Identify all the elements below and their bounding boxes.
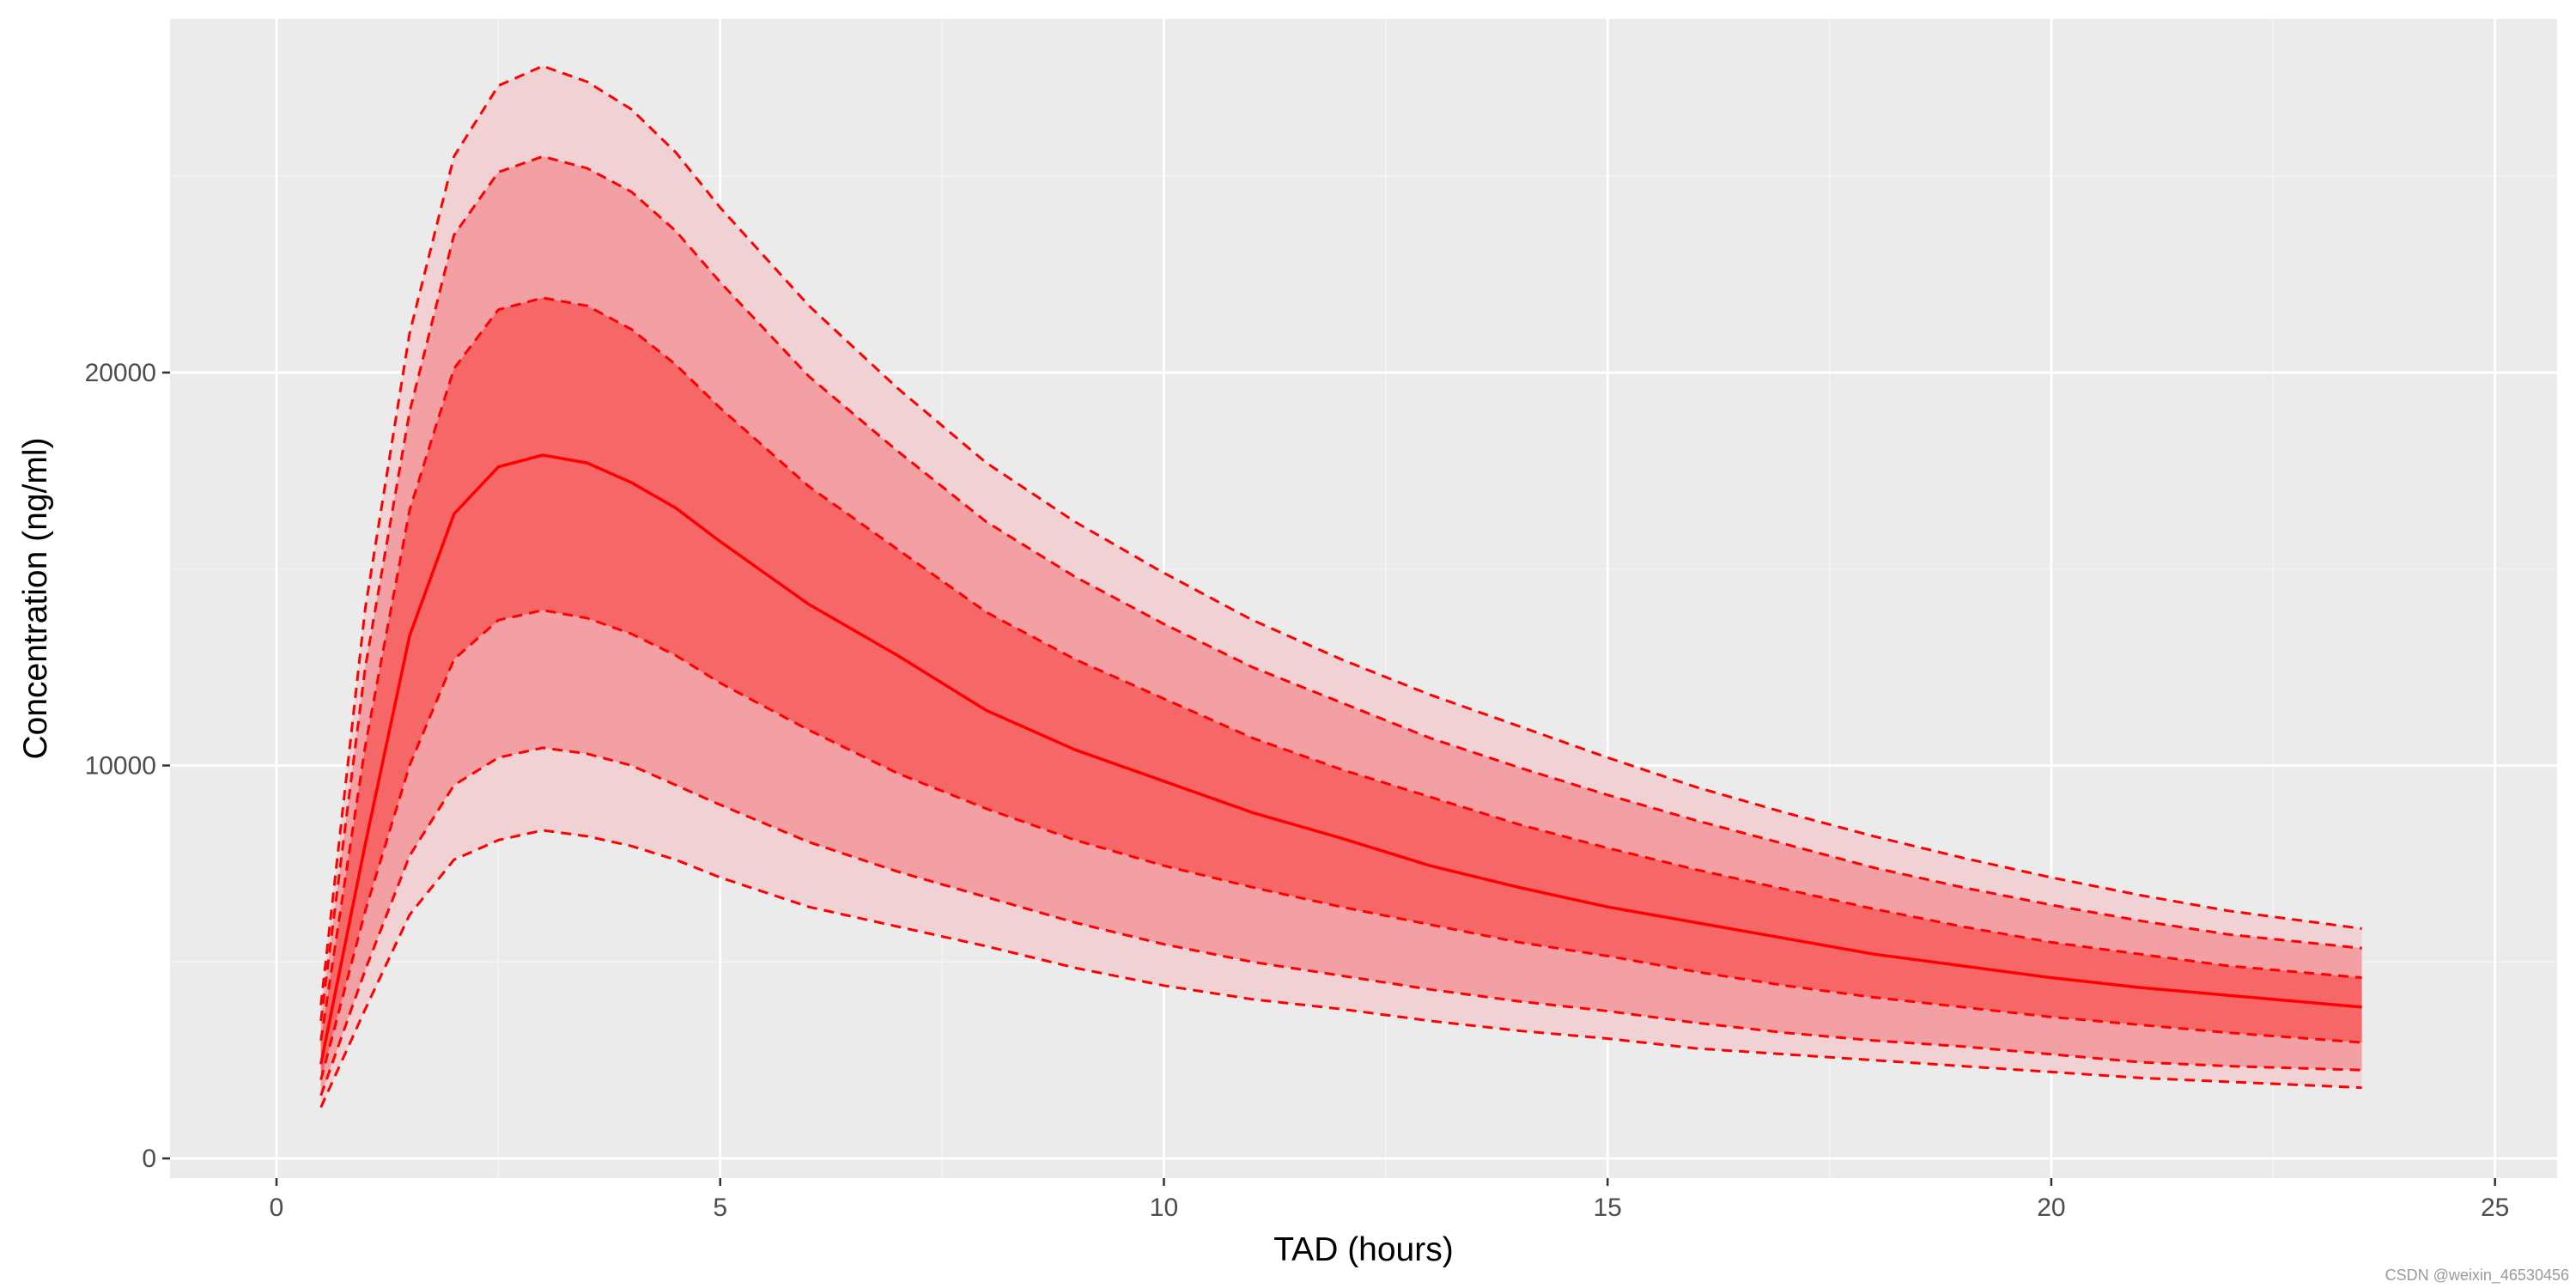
band-50-percent: [320, 297, 2362, 1080]
series-line-p75: [319, 296, 2362, 1042]
x-axis-title: TAD (hours): [1273, 1231, 1453, 1268]
series-line-p25: [319, 609, 2362, 1080]
x-tick-label: 20: [2037, 1194, 2065, 1222]
x-tick-label: 15: [1594, 1194, 1622, 1222]
y-tick-label: 10000: [85, 751, 156, 780]
percentile-lines: [319, 64, 2362, 1109]
x-tick-label: 5: [713, 1194, 727, 1222]
series-line-p95: [319, 64, 2362, 1005]
y-axis: 0 10000 20000: [85, 359, 170, 1173]
series-line-p05: [319, 829, 2362, 1109]
x-tick-label: 10: [1150, 1194, 1178, 1222]
percentile-bands: [320, 65, 2362, 1108]
series-line-p90: [319, 155, 2362, 1022]
series-line-median: [319, 453, 2362, 1065]
x-tick-label: 0: [270, 1194, 284, 1222]
watermark: CSDN @weixin_46530456: [2385, 1267, 2569, 1285]
x-tick-label: 25: [2481, 1194, 2509, 1222]
y-axis-title: Concentration (ng/ml): [17, 438, 54, 760]
y-tick-label: 0: [142, 1145, 156, 1173]
series-line-p10: [319, 746, 2362, 1097]
y-tick-label: 20000: [85, 359, 156, 387]
x-axis: 0 5 10 15 20 25: [270, 1178, 2509, 1222]
